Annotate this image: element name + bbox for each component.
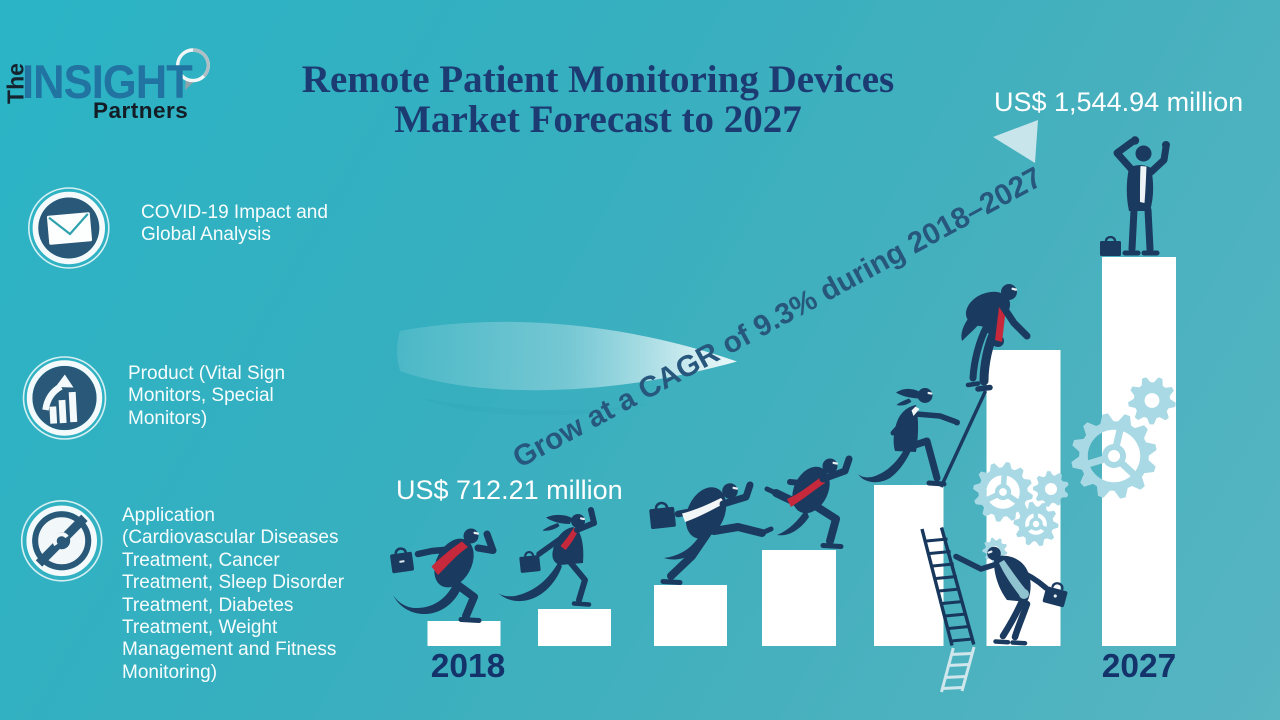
svg-text:Grow at a CAGR of 9.3% during: Grow at a CAGR of 9.3% during 2018–2027 [507,161,1047,475]
